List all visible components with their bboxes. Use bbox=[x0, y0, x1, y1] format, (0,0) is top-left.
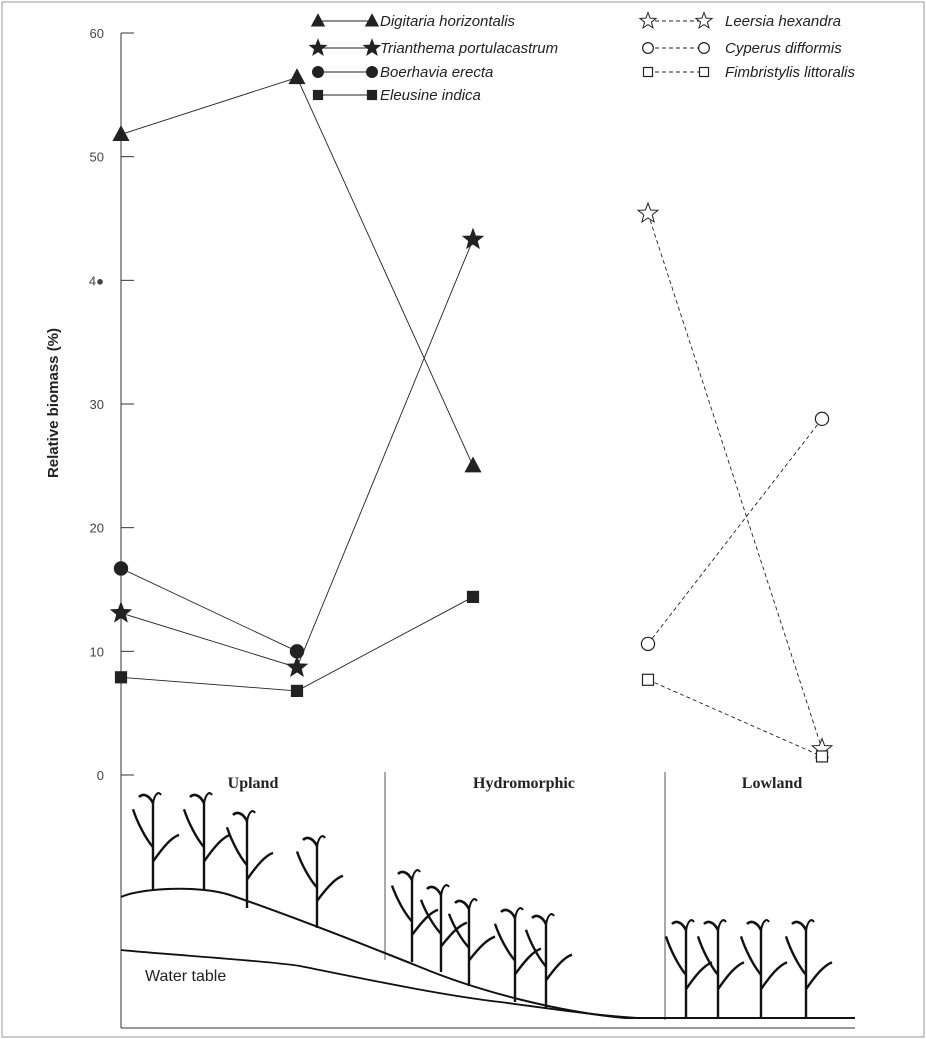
zone-label-lowland: Lowland bbox=[742, 775, 803, 792]
legend-label: Cyperus difformis bbox=[725, 40, 842, 57]
zone-label-hydromorphic: Hydromorphic bbox=[473, 775, 575, 792]
rice-plant-icon bbox=[295, 835, 344, 928]
legend-label: Digitaria horizontalis bbox=[380, 13, 516, 30]
data-point-circle bbox=[113, 561, 129, 576]
legend-label: Trianthema portulacastrum bbox=[380, 40, 558, 57]
data-point-circle-open bbox=[640, 636, 656, 652]
data-point-star-open bbox=[636, 201, 660, 224]
legend-marker bbox=[308, 38, 328, 57]
legend-marker bbox=[310, 13, 326, 27]
series-trianthema-portulacastrum bbox=[109, 227, 485, 678]
series-line bbox=[120, 568, 298, 652]
data-point-triangle bbox=[112, 125, 130, 141]
legend-marker bbox=[362, 38, 382, 57]
zone-label-upland: Upland bbox=[228, 775, 279, 792]
rice-plant-icon bbox=[131, 792, 180, 890]
data-point-square bbox=[114, 671, 128, 684]
series-cyperus-difformis bbox=[640, 411, 830, 652]
legend-marker bbox=[642, 66, 654, 78]
legend-marker bbox=[366, 89, 378, 101]
legend-item-boerhavia-erecta: Boerhavia erecta bbox=[312, 64, 493, 81]
y-tick-label: 60 bbox=[90, 26, 104, 41]
y-tick-label: 4● bbox=[89, 273, 104, 288]
rice-plants bbox=[131, 792, 833, 1018]
legend-item-digitaria-horizontalis: Digitaria horizontalis bbox=[310, 13, 516, 30]
legend-item-cyperus-difformis: Cyperus difformis bbox=[641, 40, 842, 57]
rice-plant-icon bbox=[739, 919, 788, 1018]
legend-item-leersia-hexandra: Leersia hexandra bbox=[638, 11, 841, 30]
legend-marker bbox=[312, 65, 325, 78]
legend-marker bbox=[641, 41, 654, 54]
data-point-circle bbox=[289, 644, 305, 659]
legend-item-trianthema-portulacastrum: Trianthema portulacastrum bbox=[308, 38, 558, 57]
data-point-triangle bbox=[464, 456, 482, 473]
legend-marker bbox=[698, 66, 710, 78]
data-point-square bbox=[466, 590, 480, 604]
water-table-label: Water table bbox=[145, 968, 226, 985]
rice-plant-icon bbox=[225, 810, 274, 908]
legend-marker bbox=[697, 41, 710, 54]
series-line bbox=[647, 213, 823, 750]
series-line bbox=[647, 418, 823, 645]
zones: Upland Hydromorphic Lowland bbox=[228, 772, 803, 1020]
legend-marker bbox=[312, 89, 324, 101]
data-point-star bbox=[285, 655, 309, 678]
legend-label: Leersia hexandra bbox=[725, 13, 841, 30]
data-point-star bbox=[109, 601, 133, 623]
rice-plant-icon bbox=[447, 898, 496, 986]
rice-plant-icon bbox=[419, 884, 468, 972]
rice-plant-icon bbox=[664, 919, 713, 1018]
data-point-circle-open bbox=[814, 411, 830, 427]
legend-marker bbox=[694, 11, 714, 30]
y-tick-label: 10 bbox=[90, 644, 104, 659]
y-axis bbox=[120, 33, 855, 1029]
rice-plant-icon bbox=[696, 919, 745, 1018]
data-point-square bbox=[290, 684, 304, 698]
legend-item-eleusine-indica: Eleusine indica bbox=[312, 87, 481, 104]
data-point-triangle bbox=[288, 68, 306, 85]
rice-plant-icon bbox=[390, 869, 439, 962]
data-point-square-open bbox=[815, 750, 829, 763]
series-digitaria-horizontalis bbox=[112, 68, 482, 473]
legend-label: Fimbristylis littoralis bbox=[725, 64, 856, 81]
landscape-illustration: Water table bbox=[120, 792, 855, 1019]
legend-label: Eleusine indica bbox=[380, 87, 481, 104]
y-tick-label: 0 bbox=[97, 768, 104, 783]
rice-plant-icon bbox=[182, 792, 231, 890]
data-point-square-open bbox=[641, 673, 655, 686]
ground-surface bbox=[120, 887, 855, 1019]
rice-plant-icon bbox=[784, 919, 833, 1018]
legend-marker bbox=[364, 13, 380, 27]
water-table-line bbox=[120, 949, 641, 1019]
y-tick-label: 30 bbox=[90, 397, 104, 412]
y-tick-label: 50 bbox=[90, 150, 104, 165]
series-lines bbox=[109, 68, 834, 763]
data-point-star bbox=[461, 227, 485, 250]
series-line bbox=[647, 679, 823, 757]
series-eleusine-indica bbox=[114, 590, 480, 698]
y-tick-label: 20 bbox=[90, 521, 104, 536]
y-ticks: 0 10 20 30 4● 50 60 bbox=[89, 26, 134, 783]
y-axis-label: Relative biomass (%) bbox=[45, 328, 62, 478]
legend-label: Boerhavia erecta bbox=[380, 64, 493, 81]
legend: Digitaria horizontalis Trianthema portula… bbox=[308, 11, 856, 104]
rice-plant-icon bbox=[524, 913, 573, 1008]
legend-marker bbox=[366, 65, 379, 78]
legend-marker bbox=[638, 11, 658, 30]
series-fimbristylis-littoralis bbox=[641, 673, 829, 763]
legend-item-fimbristylis-littoralis: Fimbristylis littoralis bbox=[642, 64, 856, 81]
rice-plant-icon bbox=[493, 907, 542, 1002]
series-boerhavia-erecta bbox=[113, 561, 305, 659]
